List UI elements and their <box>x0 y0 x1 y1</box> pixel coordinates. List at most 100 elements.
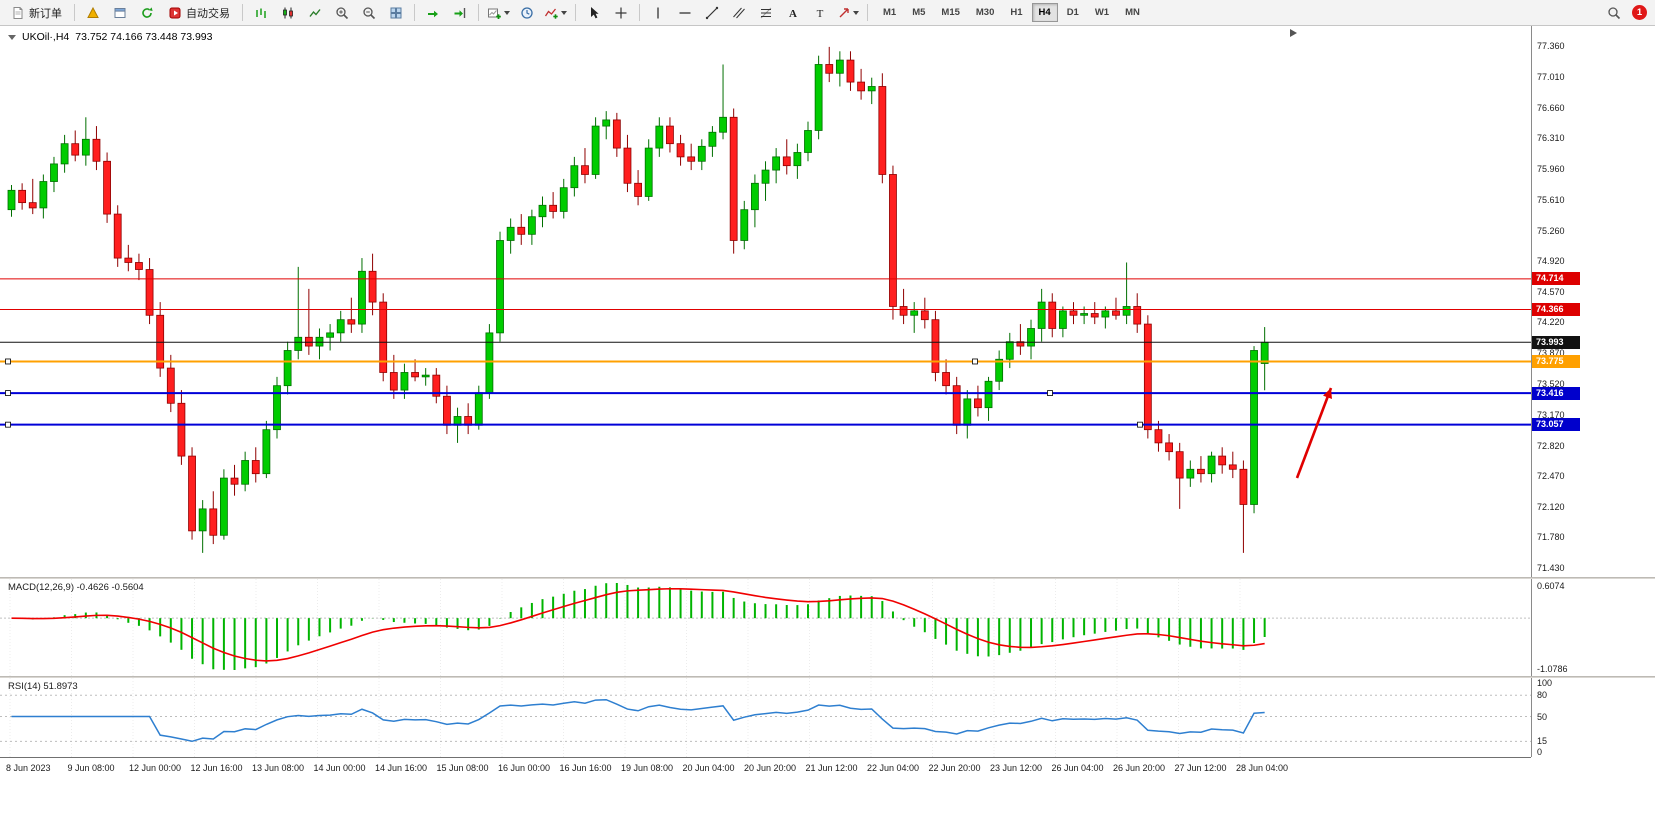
svg-text:A: A <box>789 8 797 20</box>
price-tick: 76.310 <box>1537 133 1565 144</box>
date-label: 26 Jun 20:00 <box>1113 763 1166 773</box>
date-label: 21 Jun 12:00 <box>805 763 858 773</box>
panel-splitter[interactable] <box>0 676 1655 678</box>
auto-scroll-icon[interactable] <box>420 2 446 24</box>
date-label: 12 Jun 16:00 <box>190 763 243 773</box>
rsi-label: RSI(14) 51.8973 <box>8 681 78 692</box>
price-tick: 72.120 <box>1537 502 1565 513</box>
date-label: 26 Jun 04:00 <box>1051 763 1104 773</box>
toolbar-right: 1 <box>1601 2 1651 24</box>
candle-chart-icon[interactable] <box>275 2 301 24</box>
timeframe-group: M1 M5 M15 M30 H1 H4 D1 W1 MN <box>875 3 1148 22</box>
arrows-button[interactable] <box>834 2 862 24</box>
arrow-annotation[interactable] <box>1295 387 1333 479</box>
macd-scale-top: 0.6074 <box>1537 581 1565 591</box>
timeframe-m5[interactable]: M5 <box>912 7 926 18</box>
price-tick: 71.430 <box>1537 562 1565 573</box>
chart-shift-marker <box>1290 29 1297 37</box>
horizontal-line-icon[interactable] <box>672 2 698 24</box>
toolbar-divider <box>242 4 243 21</box>
fibonacci-icon[interactable] <box>753 2 779 24</box>
timeframe-d1[interactable]: D1 <box>1066 7 1079 18</box>
line-chart-icon[interactable] <box>302 2 328 24</box>
notification-badge[interactable]: 1 <box>1632 5 1647 20</box>
price-tick: 77.010 <box>1537 71 1565 82</box>
price-scale[interactable]: 77.360 77.010 76.660 76.310 75.960 75.610 75.2… <box>1531 26 1655 577</box>
new-order-button[interactable]: 新订单 <box>4 2 69 24</box>
price-tag: 73.993 <box>1532 335 1580 349</box>
chevron-down-icon <box>504 10 510 15</box>
date-label: 9 Jun 08:00 <box>67 763 115 773</box>
date-label: 16 Jun 16:00 <box>559 763 612 773</box>
new-chart-button[interactable] <box>484 2 513 24</box>
price-tick: 71.780 <box>1537 532 1565 543</box>
price-tick: 77.360 <box>1537 41 1565 51</box>
search-icon[interactable] <box>1601 2 1627 24</box>
bar-chart-icon[interactable] <box>248 2 274 24</box>
zoom-out-icon[interactable] <box>356 2 382 24</box>
rsi-panel[interactable]: RSI(14) 51.8973 <box>0 678 1531 757</box>
rsi-scale-tick: 80 <box>1537 690 1548 701</box>
macd-chart <box>0 579 1531 676</box>
price-tag: 74.366 <box>1532 302 1580 316</box>
macd-panel[interactable]: MACD(12,26,9) -0.4626 -0.5604 <box>0 579 1531 676</box>
zoom-in-icon[interactable] <box>329 2 355 24</box>
cursor-icon[interactable] <box>581 2 607 24</box>
vertical-line-icon[interactable] <box>645 2 671 24</box>
rsi-scale-tick: 15 <box>1537 736 1548 747</box>
ohlc-values: 73.752 74.166 73.448 73.993 <box>75 31 213 43</box>
date-label: 16 Jun 00:00 <box>498 763 551 773</box>
data-window-icon[interactable] <box>107 2 133 24</box>
toolbar: 新订单 自动交易 A T <box>0 0 1655 26</box>
trendline-icon[interactable] <box>699 2 725 24</box>
date-label: 27 Jun 12:00 <box>1174 763 1227 773</box>
date-label: 14 Jun 16:00 <box>375 763 428 773</box>
chart-shift-icon[interactable] <box>447 2 473 24</box>
price-tick: 72.820 <box>1537 440 1565 451</box>
price-tick: 74.220 <box>1537 317 1565 328</box>
timeframe-m30[interactable]: M30 <box>975 7 995 18</box>
price-tick: 75.960 <box>1537 164 1565 175</box>
chart-title: UKOil·,H4 73.752 74.166 73.448 73.993 <box>8 31 212 43</box>
timeframe-h1[interactable]: H1 <box>1010 7 1023 18</box>
crosshair-icon[interactable] <box>608 2 634 24</box>
chevron-down-icon <box>561 10 567 15</box>
autotrade-icon <box>169 7 181 18</box>
timeframe-m15[interactable]: M15 <box>941 7 960 18</box>
profiles-icon[interactable] <box>514 2 540 24</box>
svg-text:T: T <box>817 8 824 20</box>
new-order-icon <box>13 6 23 19</box>
toolbar-divider <box>414 4 415 21</box>
indicators-button[interactable] <box>541 2 570 24</box>
arrows-icon <box>839 7 849 17</box>
symbol-period: UKOil·,H4 <box>22 31 70 43</box>
market-watch-icon[interactable] <box>80 2 106 24</box>
candlestick-chart[interactable] <box>0 26 1531 577</box>
timeframe-h4[interactable]: H4 <box>1031 3 1058 22</box>
autotrade-button[interactable]: 自动交易 <box>161 2 237 24</box>
time-axis[interactable]: 8 Jun 2023 9 Jun 08:00 12 Jun 00:00 12 Jun … <box>0 757 1531 778</box>
main-chart-panel[interactable]: UKOil·,H4 73.752 74.166 73.448 73.993 <box>0 26 1531 577</box>
price-tick: 74.920 <box>1537 255 1565 266</box>
tile-windows-icon[interactable] <box>383 2 409 24</box>
navigator-icon[interactable] <box>134 2 160 24</box>
timeframe-mn[interactable]: MN <box>1125 7 1140 18</box>
text-icon[interactable]: A <box>780 2 806 24</box>
label-icon[interactable]: T <box>807 2 833 24</box>
timeframe-w1[interactable]: W1 <box>1094 7 1110 18</box>
price-tick: 76.660 <box>1537 102 1565 113</box>
chevron-down-icon <box>853 10 859 15</box>
price-tick: 73.520 <box>1537 378 1565 389</box>
symbol-dropdown-icon[interactable] <box>8 34 16 40</box>
rsi-chart <box>0 678 1531 757</box>
autotrade-label: 自动交易 <box>186 7 230 20</box>
rsi-scale: 100 80 50 15 0 <box>1531 678 1655 757</box>
hlines-layer[interactable] <box>0 278 1531 428</box>
panel-splitter[interactable] <box>0 577 1655 579</box>
timeframe-m1[interactable]: M1 <box>883 7 897 18</box>
price-tick: 75.260 <box>1537 225 1565 236</box>
toolbar-divider <box>74 4 75 21</box>
channel-icon[interactable] <box>726 2 752 24</box>
macd-scale-bottom: -1.0786 <box>1537 664 1568 674</box>
date-label: 8 Jun 2023 <box>6 763 51 773</box>
